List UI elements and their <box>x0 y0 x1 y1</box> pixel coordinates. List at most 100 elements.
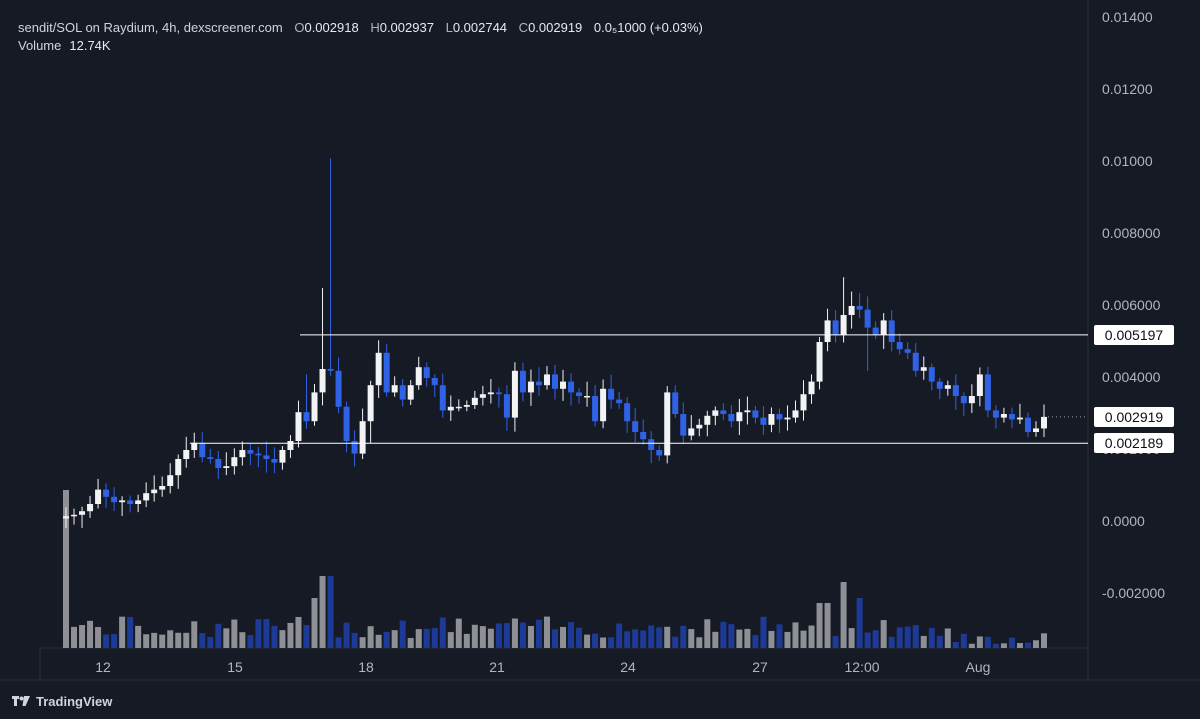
volume-bar <box>375 634 382 648</box>
volume-bar <box>183 632 190 648</box>
volume-bar <box>175 632 182 648</box>
price-tick-label: 0.01400 <box>1102 9 1153 25</box>
candle-body <box>736 412 743 422</box>
candle-body <box>704 415 711 425</box>
price-tick-label: 0.008000 <box>1102 225 1161 241</box>
volume-bar <box>944 628 951 648</box>
time-tick-label: 12:00 <box>844 659 880 675</box>
volume-bar <box>968 643 975 648</box>
volume-bar <box>479 626 486 648</box>
volume-bar <box>471 624 478 648</box>
volume-value: 12.74K <box>69 38 111 53</box>
volume-bar <box>784 631 791 648</box>
volume-bar <box>992 643 999 648</box>
candle-body <box>896 342 903 350</box>
candle-body <box>552 374 558 389</box>
candle-body <box>303 412 310 422</box>
candle-body <box>143 493 150 501</box>
symbol-title: sendit/SOL on Raydium, 4h, dexscreener.c… <box>18 20 283 35</box>
volume-bar <box>167 630 174 648</box>
candle-body <box>519 370 526 393</box>
candle-body <box>968 396 975 404</box>
candle-body <box>608 388 615 400</box>
volume-bar <box>319 576 326 648</box>
candle-body <box>399 385 406 400</box>
volume-bar <box>127 616 134 648</box>
volume-bar <box>367 626 374 648</box>
tradingview-brand[interactable]: TradingView <box>12 694 112 709</box>
candle-body <box>231 457 238 467</box>
candle-body <box>167 475 174 486</box>
open-value: 0.002918 <box>304 20 359 35</box>
volume-bar <box>776 624 783 648</box>
candle-body <box>95 489 102 504</box>
volume-bar <box>760 616 767 648</box>
volume-bar <box>1016 643 1023 648</box>
price-line-label[interactable]: 0.005197 <box>1094 324 1174 345</box>
volume-bar <box>720 621 727 648</box>
volume-bar <box>808 625 815 648</box>
candle-body <box>215 459 222 468</box>
candle-body <box>87 504 94 512</box>
volume-bar <box>584 634 591 648</box>
candle-body <box>1024 417 1031 432</box>
candle-body <box>840 315 847 335</box>
candle-body <box>527 381 534 393</box>
volume-bar <box>736 629 743 648</box>
volume-bar <box>608 637 615 648</box>
volume-bar <box>247 635 254 648</box>
legend-header: sendit/SOL on Raydium, 4h, dexscreener.c… <box>18 20 703 35</box>
price-tick-label: -0.002000 <box>1102 585 1166 601</box>
volume-bar <box>728 624 735 648</box>
volume-bar <box>503 623 510 648</box>
candle-body <box>375 352 382 386</box>
candle-body <box>576 392 583 396</box>
candle-body <box>319 369 326 393</box>
volume-bar <box>527 626 534 648</box>
price-tick-label: 0.006000 <box>1102 297 1161 313</box>
candle-body <box>1008 414 1015 420</box>
candle-body <box>183 450 190 459</box>
volume-bar <box>832 636 839 648</box>
low-label: L <box>445 20 453 35</box>
candle-body <box>159 486 166 490</box>
candle-body <box>223 466 230 468</box>
candle-body <box>696 424 703 429</box>
volume-bar <box>840 582 847 648</box>
candle-body <box>263 455 270 459</box>
volume-bar <box>632 629 639 648</box>
volume-bar <box>335 637 342 648</box>
candles[interactable] <box>63 158 1047 529</box>
candle-body <box>656 450 663 456</box>
candle-body <box>592 396 599 422</box>
candle-body <box>824 320 831 342</box>
time-tick-label: 21 <box>489 659 505 675</box>
candle-body <box>431 378 438 386</box>
price-line-label[interactable]: 0.002919 <box>1094 406 1174 427</box>
candle-body <box>71 514 78 517</box>
volume-bar <box>351 632 358 648</box>
candle-body <box>503 394 510 418</box>
candle-body <box>543 374 550 386</box>
volume-bar <box>696 637 703 648</box>
volume-bar <box>207 636 214 648</box>
volume-bar <box>648 625 655 648</box>
brand-name: TradingView <box>36 694 113 709</box>
candle-body <box>343 406 350 441</box>
price-line-label[interactable]: 0.002189 <box>1094 433 1174 454</box>
close-label: C <box>518 20 529 35</box>
horizontal-lines[interactable] <box>190 334 1088 444</box>
candle-body <box>616 399 623 404</box>
candle-body <box>888 320 895 342</box>
candle-body <box>455 406 462 409</box>
candle-body <box>151 489 158 494</box>
volume-bar <box>535 619 542 648</box>
price-tick-label: 0.01000 <box>1102 153 1153 169</box>
candle-body <box>511 370 518 418</box>
candle-body <box>479 394 486 398</box>
time-tick-label: Aug <box>965 659 991 675</box>
candle-body <box>672 392 679 414</box>
volume-bar <box>79 625 86 648</box>
volume-bar <box>1041 633 1047 648</box>
